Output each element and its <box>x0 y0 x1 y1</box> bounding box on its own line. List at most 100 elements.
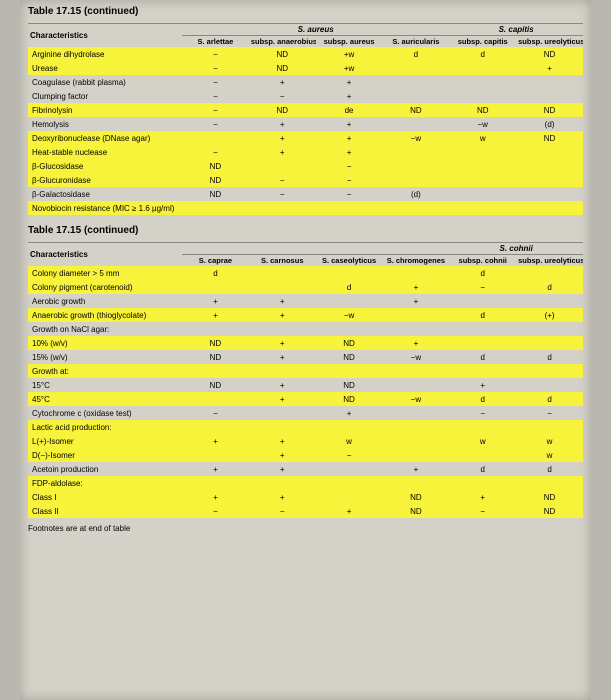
row-value: +w <box>316 61 383 75</box>
row-value: − <box>182 75 249 89</box>
row-value: + <box>249 294 316 308</box>
row-value: d <box>449 266 516 280</box>
row-value <box>449 61 516 75</box>
row-value: + <box>249 308 316 322</box>
row-characteristic: 10% (w/v) <box>28 336 182 350</box>
row-value <box>516 145 583 159</box>
row-value: (d) <box>516 117 583 131</box>
row-value <box>249 266 316 280</box>
row-value <box>382 434 449 448</box>
table-row: Growth on NaCl agar: <box>28 322 583 336</box>
row-value: d <box>449 308 516 322</box>
row-value: −w <box>382 131 449 145</box>
row-value: + <box>182 294 249 308</box>
row-characteristic: Deoxyribonuclease (DNase agar) <box>28 131 182 145</box>
row-value <box>382 89 449 103</box>
row-value: w <box>449 131 516 145</box>
row-value: − <box>182 504 249 518</box>
row-value: + <box>382 462 449 476</box>
row-value: − <box>316 187 383 201</box>
row-value <box>516 294 583 308</box>
row-value: ND <box>516 504 583 518</box>
row-value: + <box>249 117 316 131</box>
row-value: ND <box>449 103 516 117</box>
row-value: + <box>249 131 316 145</box>
row-value: − <box>249 173 316 187</box>
row-value: − <box>449 280 516 294</box>
row-value <box>382 117 449 131</box>
row-value <box>449 476 516 490</box>
row-characteristic: Heat-stable nuclease <box>28 145 182 159</box>
row-value: (+) <box>516 308 583 322</box>
row-characteristic: 45°C <box>28 392 182 406</box>
row-value <box>182 392 249 406</box>
row-value: ND <box>316 350 383 364</box>
row-characteristic: Growth on NaCl agar: <box>28 322 182 336</box>
row-value <box>316 322 383 336</box>
table-row: L(+)-Isomer++www <box>28 434 583 448</box>
table-row: Arginine dihydrolase−ND+wddND <box>28 47 583 61</box>
grp-blank3 <box>182 243 449 255</box>
section1-table: Characteristics S. aureus S. capitis S. … <box>28 23 583 215</box>
row-characteristic: 15°C <box>28 378 182 392</box>
row-value: + <box>382 294 449 308</box>
row-value: + <box>316 145 383 159</box>
row-value: + <box>249 448 316 462</box>
row-value: − <box>249 504 316 518</box>
table-row: Deoxyribonuclease (DNase agar)++−wwND <box>28 131 583 145</box>
row-value <box>182 364 249 378</box>
row-value: + <box>249 378 316 392</box>
row-value: − <box>182 89 249 103</box>
row-value <box>449 173 516 187</box>
row-value <box>449 364 516 378</box>
row-value: d <box>449 392 516 406</box>
row-characteristic: β-Glucosidase <box>28 159 182 173</box>
row-value <box>516 187 583 201</box>
row-value <box>382 322 449 336</box>
row-value <box>516 378 583 392</box>
row-characteristic: β-Galactosidase <box>28 187 182 201</box>
row-value: − <box>316 173 383 187</box>
grp-blank2 <box>382 24 449 36</box>
row-value <box>316 490 383 504</box>
row-characteristic: Colony diameter > 5 mm <box>28 266 182 280</box>
row-value <box>516 322 583 336</box>
row-value: − <box>182 47 249 61</box>
sub-header: S. caprae <box>182 255 249 267</box>
row-characteristic: Acetoin production <box>28 462 182 476</box>
row-value <box>382 61 449 75</box>
row-value: + <box>249 392 316 406</box>
row-value: w <box>516 434 583 448</box>
row-value <box>316 364 383 378</box>
row-characteristic: Anaerobic growth (thioglycolate) <box>28 308 182 322</box>
row-value <box>249 406 316 420</box>
row-value: + <box>249 462 316 476</box>
row-value: − <box>182 406 249 420</box>
row-characteristic: Growth at: <box>28 364 182 378</box>
table-row: 45°C+ND−wdd <box>28 392 583 406</box>
row-value <box>249 420 316 434</box>
row-value <box>382 266 449 280</box>
row-value: + <box>316 117 383 131</box>
row-characteristic: Clumping factor <box>28 89 182 103</box>
table-row: 10% (w/v)ND+ND+ <box>28 336 583 350</box>
row-value: + <box>449 490 516 504</box>
row-value: − <box>316 159 383 173</box>
row-value <box>182 201 249 215</box>
row-characteristic: Arginine dihydrolase <box>28 47 182 61</box>
grp-blank <box>182 24 249 36</box>
row-characteristic: Novobiocin resistance (MIC ≥ 1.6 µg/ml) <box>28 201 182 215</box>
row-value: ND <box>249 103 316 117</box>
row-characteristic: Class I <box>28 490 182 504</box>
row-value: ND <box>182 378 249 392</box>
row-value <box>382 308 449 322</box>
row-value <box>182 131 249 145</box>
section2-table: Characteristics S. cohnii S. capraeS. ca… <box>28 242 583 518</box>
row-value <box>516 420 583 434</box>
row-value <box>382 448 449 462</box>
row-value: + <box>182 308 249 322</box>
row-value: − <box>249 89 316 103</box>
row-value: − <box>182 117 249 131</box>
row-value: + <box>316 89 383 103</box>
char-header-1: Characteristics <box>28 24 182 48</box>
